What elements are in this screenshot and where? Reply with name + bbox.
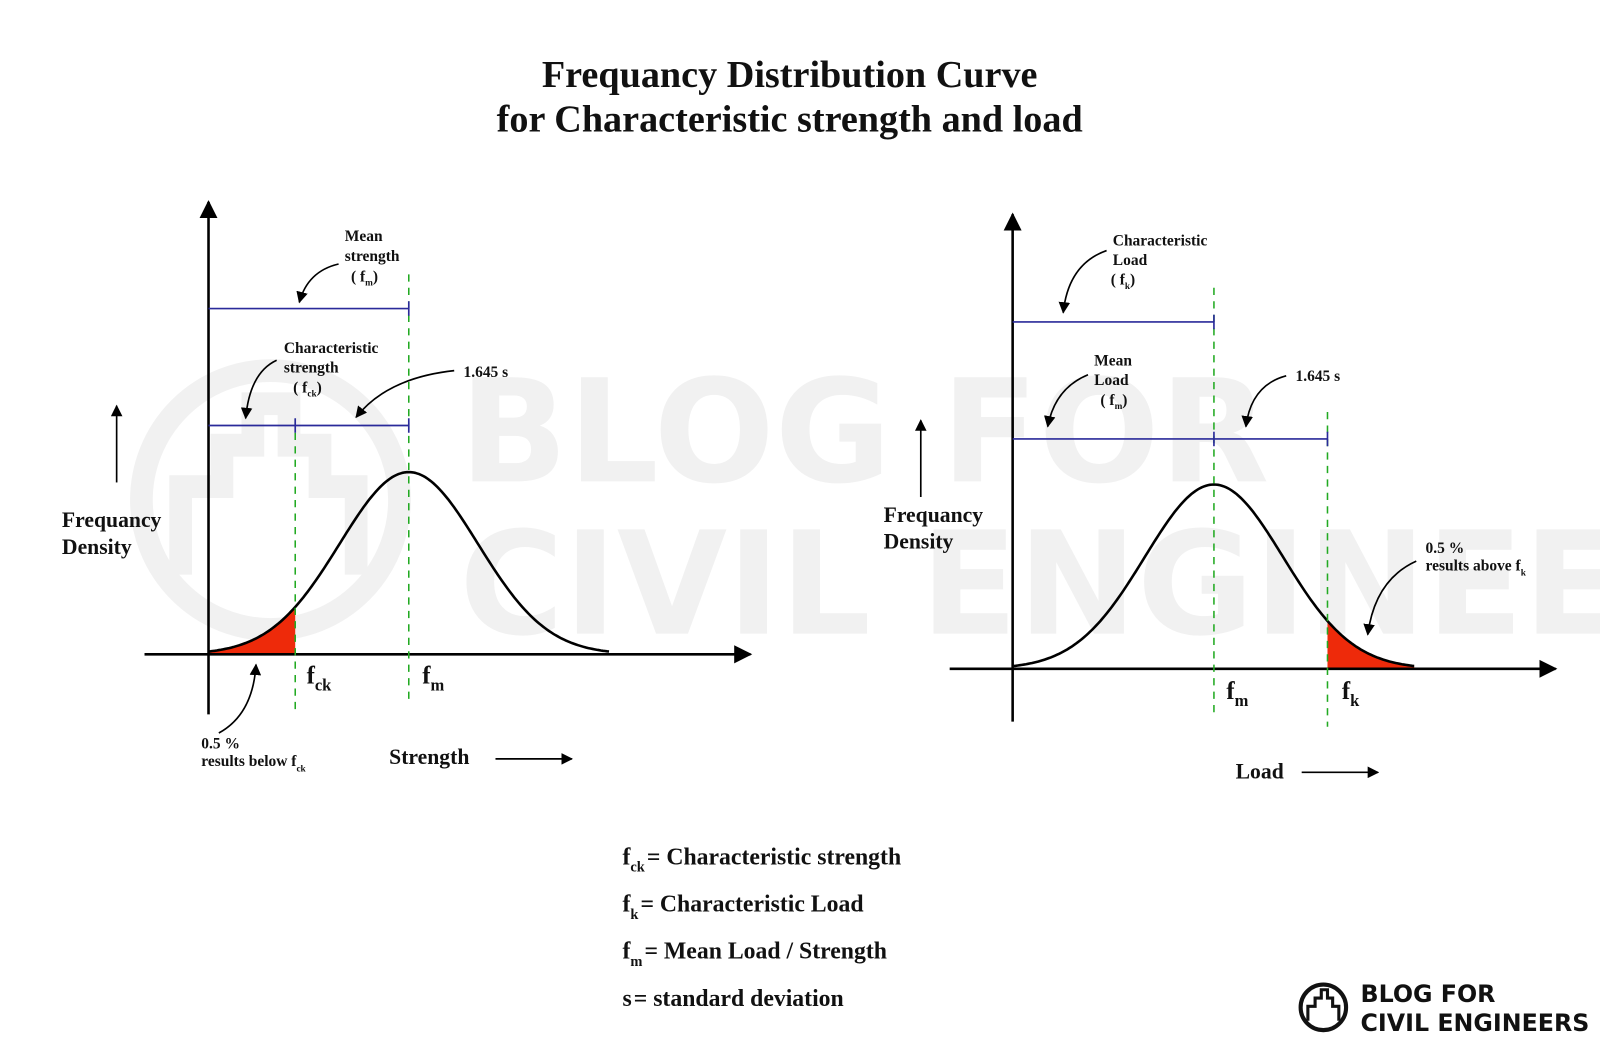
x-axis-label: Load	[1236, 760, 1284, 784]
logo: BLOG FOR CIVIL ENGINEERS	[1298, 980, 1590, 1037]
legend-entry: fck= Characteristic strength	[622, 844, 901, 875]
distribution-curve	[1013, 483, 1415, 668]
pointer-arrow	[1044, 374, 1089, 428]
annotation: ( fm)	[351, 269, 378, 289]
pointer-arrow	[1241, 375, 1287, 428]
pointer-arrow	[240, 359, 277, 420]
annotation: Mean	[345, 228, 383, 245]
y-axis-label: Frequancy	[884, 503, 984, 527]
left-diagram: Frequancy Density Strength Mean strength…	[62, 200, 753, 774]
title: for Characteristic strength and load	[497, 98, 1083, 140]
annotation: Load	[1094, 372, 1129, 389]
annotation: ( fk)	[1111, 272, 1136, 292]
title: Frequancy Distribution Curve	[542, 54, 1038, 96]
tail-area	[208, 606, 296, 655]
y-axis-label: Density	[62, 535, 132, 559]
legend-entry: s= standard deviation	[622, 986, 843, 1012]
tail-area	[1327, 620, 1415, 669]
marker-label: fk	[1342, 678, 1360, 710]
pointer-arrow	[296, 263, 339, 304]
annotation: strength	[345, 248, 400, 265]
marker-label: fck	[307, 662, 333, 694]
legend-entry: fm= Mean Load / Strength	[622, 939, 887, 970]
annotation: Load	[1113, 252, 1148, 269]
logo-skyline	[1306, 988, 1341, 1021]
annotation: 1.645 s	[1295, 368, 1340, 385]
y-axis-label: Density	[884, 530, 954, 554]
annotation: ( fck)	[293, 379, 322, 399]
annotation: results above fk	[1426, 557, 1527, 578]
annotation: Characteristic	[284, 340, 379, 357]
annotation: Characteristic	[1113, 232, 1208, 249]
right-diagram: Frequancy Density Load Characteristic Lo…	[884, 212, 1558, 784]
marker-label: fm	[422, 662, 444, 694]
y-axis-label: Frequancy	[62, 508, 162, 532]
pointer-arrow	[355, 369, 455, 419]
watermark-text: BLOG FOR	[459, 349, 1269, 515]
watermark-text: CIVIL ENGINEERS	[459, 501, 1600, 667]
annotation: 0.5 %	[201, 735, 240, 752]
logo-text: CIVIL ENGINEERS	[1361, 1009, 1590, 1037]
watermark: BLOG FOR CIVIL ENGINEERS	[130, 349, 1600, 668]
pointer-arrow	[1363, 560, 1417, 636]
annotation: strength	[284, 360, 339, 377]
annotation: ( fm)	[1100, 392, 1127, 412]
legend-entry: fk= Characteristic Load	[622, 892, 863, 923]
logo-text: BLOG FOR	[1361, 980, 1496, 1008]
pointer-arrow	[218, 663, 262, 734]
x-axis-label: Strength	[389, 745, 469, 769]
annotation: 1.645 s	[463, 364, 508, 381]
distribution-curve	[208, 470, 610, 653]
annotation: 0.5 %	[1426, 540, 1465, 557]
annotation: Mean	[1094, 352, 1132, 369]
pointer-arrow	[1058, 249, 1107, 314]
annotation: results below fck	[201, 753, 306, 774]
legend: fck= Characteristic strength fk= Characte…	[622, 844, 901, 1011]
logo-icon	[1298, 982, 1349, 1033]
marker-label: fm	[1226, 678, 1248, 710]
watermark-skyline	[169, 392, 368, 575]
